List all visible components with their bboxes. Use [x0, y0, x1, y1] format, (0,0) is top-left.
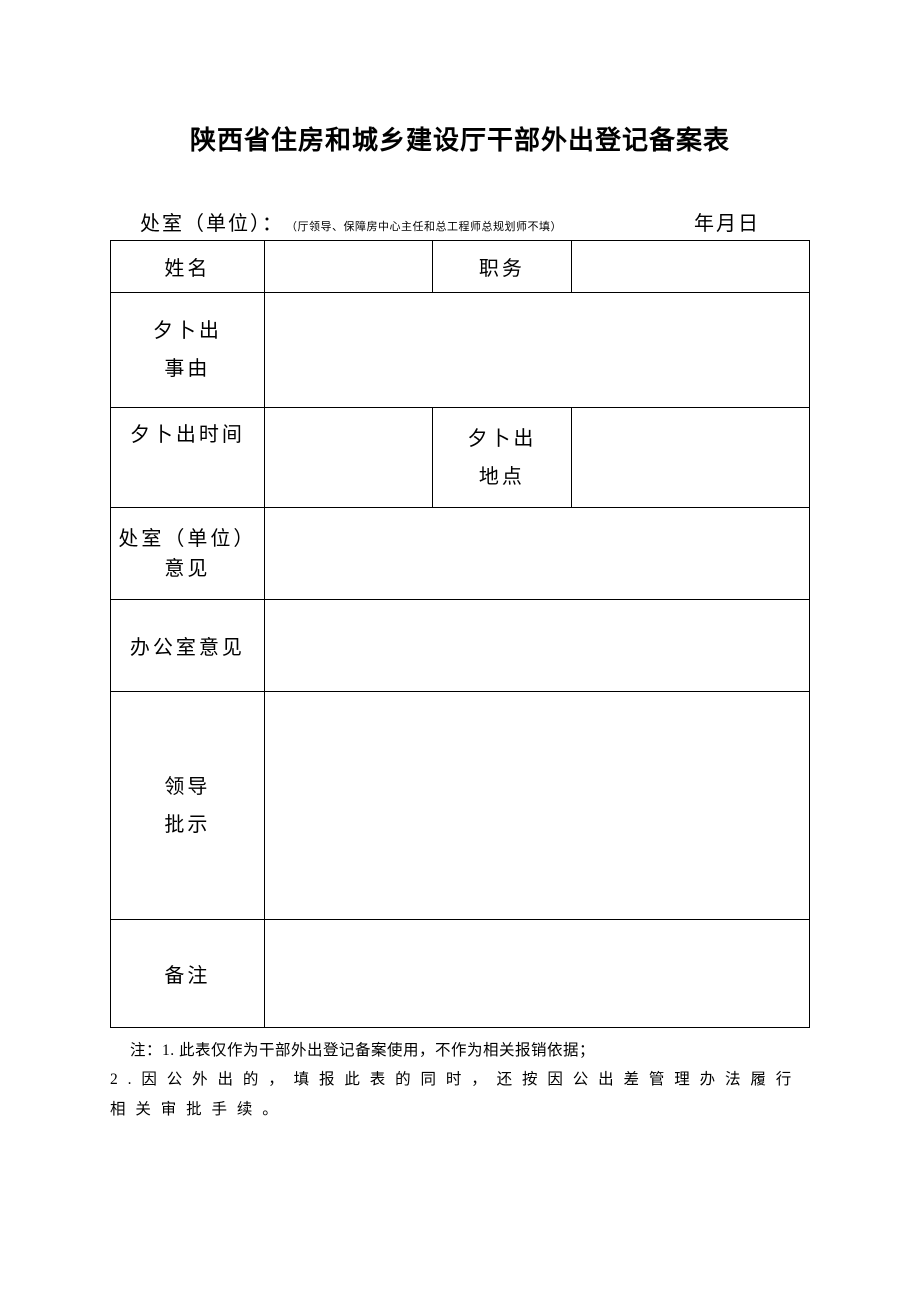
- row-office-opinion: 办公室意见: [111, 600, 810, 692]
- notes: 注：1. 此表仅作为干部外出登记备案使用，不作为相关报销依据； 2 . 因 公 …: [110, 1036, 810, 1124]
- remark-value: [264, 920, 809, 1028]
- dept-opinion-line1: 处室（单位）: [111, 527, 264, 551]
- row-name: 姓名 职务: [111, 241, 810, 293]
- place-label: 夕卜出 地点: [432, 408, 572, 508]
- row-leader: 领导 批示: [111, 692, 810, 920]
- registration-table: 姓名 职务 夕卜出 事由 夕卜出时间 夕卜出 地点: [110, 240, 810, 1028]
- row-time-place: 夕卜出时间 夕卜出 地点: [111, 408, 810, 508]
- name-label: 姓名: [111, 241, 265, 293]
- page: 陕西省住房和城乡建设厅干部外出登记备案表 处室（单位）： （厅领导、保障房中心主…: [0, 0, 920, 1124]
- note-2: 2 . 因 公 外 出 的 ， 填 报 此 表 的 同 时 ， 还 按 因 公 …: [110, 1065, 810, 1124]
- reason-line2: 事由: [111, 357, 264, 381]
- place-line1: 夕卜出: [433, 427, 572, 451]
- dept-opinion-label: 处室（单位） 意见: [111, 508, 265, 600]
- name-value: [264, 241, 432, 293]
- reason-line1: 夕卜出: [111, 319, 264, 343]
- row-reason: 夕卜出 事由: [111, 293, 810, 408]
- leader-label: 领导 批示: [111, 692, 265, 920]
- dept-small-note: （厅领导、保障房中心主任和总工程师总规划师不填）: [286, 218, 562, 234]
- leader-value: [264, 692, 809, 920]
- leader-line2: 批示: [111, 813, 264, 837]
- leader-line1: 领导: [111, 775, 264, 799]
- dept-label: 处室（单位）：: [140, 207, 284, 236]
- remark-label: 备注: [111, 920, 265, 1028]
- dept-opinion-value: [264, 508, 809, 600]
- reason-value: [264, 293, 809, 408]
- office-opinion-value: [264, 600, 809, 692]
- form-title: 陕西省住房和城乡建设厅干部外出登记备案表: [110, 120, 810, 157]
- position-value: [572, 241, 810, 293]
- date-label: 年月日: [694, 207, 810, 236]
- subhead-row: 处室（单位）： （厅领导、保障房中心主任和总工程师总规划师不填） 年月日: [110, 207, 810, 236]
- note-1: 注：1. 此表仅作为干部外出登记备案使用，不作为相关报销依据；: [110, 1036, 810, 1065]
- row-remark: 备注: [111, 920, 810, 1028]
- time-label: 夕卜出时间: [111, 408, 265, 508]
- reason-label: 夕卜出 事由: [111, 293, 265, 408]
- place-line2: 地点: [433, 465, 572, 489]
- row-dept-opinion: 处室（单位） 意见: [111, 508, 810, 600]
- office-opinion-label: 办公室意见: [111, 600, 265, 692]
- dept-opinion-line2: 意见: [111, 557, 264, 581]
- position-label: 职务: [432, 241, 572, 293]
- place-value: [572, 408, 810, 508]
- time-value: [264, 408, 432, 508]
